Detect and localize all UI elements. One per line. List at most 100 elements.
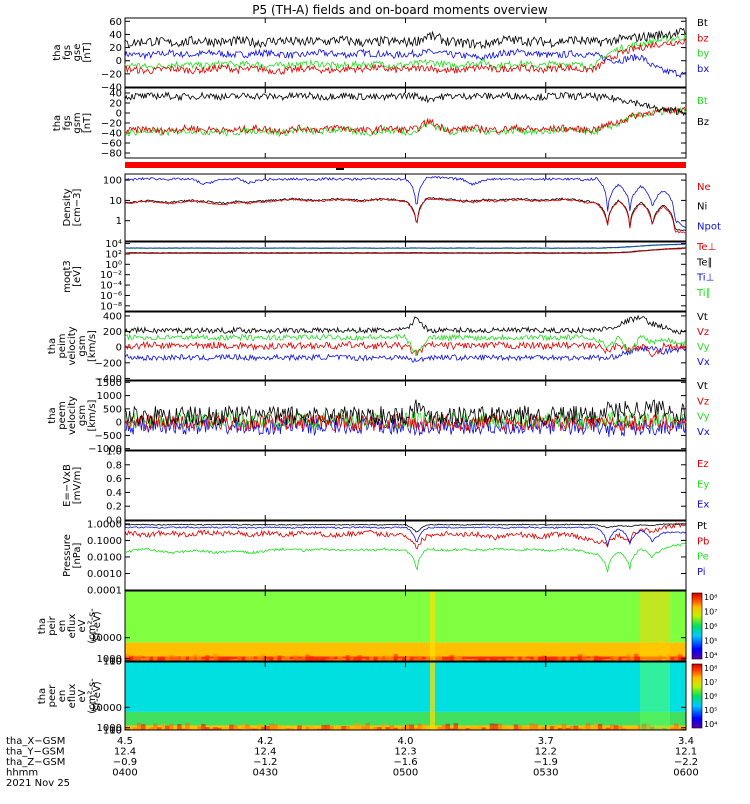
spectrogram-streak <box>462 659 467 661</box>
y-tick-label: 0.0001 <box>87 586 122 597</box>
spectrogram-streak <box>225 657 230 661</box>
colorbar-tick-label: 10⁷ <box>704 678 717 687</box>
spectrogram-streak <box>273 654 278 661</box>
spectrogram-band <box>125 642 686 656</box>
spectrogram-streak <box>406 657 411 661</box>
spectrogram-streak <box>329 726 334 730</box>
spectrogram-streak <box>169 655 174 661</box>
spectrogram-streak <box>570 657 575 661</box>
spectrogram-streak <box>177 657 182 661</box>
spectrogram-streak <box>337 656 342 661</box>
spectrogram-streak <box>245 725 250 730</box>
spectrogram-streak <box>189 656 194 661</box>
y-tick-label: 0.0010 <box>87 569 122 580</box>
spectrogram-streak <box>285 728 290 730</box>
y-axis-label: [cm−3] <box>72 189 83 227</box>
x-axis-value: −1.9 <box>534 757 558 768</box>
series-line-green <box>125 544 686 572</box>
spectrogram-streak <box>590 657 595 661</box>
y-tick-label: 60 <box>109 17 122 28</box>
spectrogram-streak <box>317 659 322 660</box>
spectrogram-streak <box>498 724 503 730</box>
y-tick-label: 100 <box>103 176 122 187</box>
spectrogram-streak <box>357 655 362 661</box>
spectrogram-streak <box>626 654 631 660</box>
spectrogram-streak <box>325 725 330 730</box>
spectrogram-streak <box>538 727 543 730</box>
spectrogram-streak <box>538 657 543 661</box>
spectrogram-streak <box>241 657 246 661</box>
spectrogram-streak <box>678 654 683 660</box>
colorbar-tick-label: 10⁶ <box>704 622 717 631</box>
spectrogram-streak <box>614 725 619 729</box>
spectrogram-streak <box>582 726 587 730</box>
spectrogram-streak <box>442 725 447 730</box>
legend-pb: Pb <box>697 536 709 547</box>
status-marker <box>336 168 344 170</box>
legend-vy: Vy <box>697 342 710 353</box>
colorbar <box>692 593 702 659</box>
spectrogram-streak <box>670 727 675 729</box>
x-axis-value: 3.4 <box>678 736 694 747</box>
spectrogram-streak <box>297 658 302 661</box>
legend-ti∥: Ti∥ <box>696 288 711 299</box>
spectrogram-streak <box>470 726 475 730</box>
spectrogram-streak <box>305 655 310 661</box>
x-axis-value: 0530 <box>533 768 558 779</box>
x-axis-row-label: hhmm <box>6 768 38 779</box>
spectrogram-event <box>430 591 435 661</box>
spectrogram-streak <box>213 727 218 730</box>
spectrogram-streak <box>245 656 250 661</box>
spectrogram-streak <box>125 654 130 661</box>
legend-ni: Ni <box>697 202 707 213</box>
spectrogram-streak <box>253 658 258 660</box>
colorbar-tick-label: 10⁸ <box>704 593 717 602</box>
x-axis-value: 0400 <box>112 768 137 779</box>
spectrogram-streak <box>277 655 282 660</box>
y-tick-label: 1.0 <box>106 447 122 458</box>
spectrogram-streak <box>534 655 539 661</box>
spectrogram-band <box>125 712 686 726</box>
y-axis-label: [km/s] <box>87 399 98 431</box>
spectrogram-streak <box>506 658 511 661</box>
spectrogram-streak <box>558 657 563 661</box>
x-axis-value: 4.2 <box>257 736 273 747</box>
x-axis-value: 12.2 <box>535 747 557 758</box>
spectrogram-streak <box>133 656 138 661</box>
series-line-red <box>125 342 686 357</box>
spectrogram-streak <box>630 654 635 661</box>
spectrogram-streak <box>510 658 515 660</box>
spectrogram-streak <box>518 726 523 730</box>
spectrogram-streak <box>381 656 386 661</box>
spectrogram-streak <box>406 724 411 729</box>
spectrogram-streak <box>438 727 443 730</box>
spectrogram-streak <box>570 726 575 730</box>
spectrogram-streak <box>566 655 571 661</box>
colorbar-tick-label: 10⁶ <box>704 692 717 701</box>
spectrogram-streak <box>514 724 519 729</box>
spectrogram-streak <box>438 655 443 661</box>
spectrogram-streak <box>586 658 591 661</box>
spectrogram-streak <box>414 658 419 661</box>
y-tick-label: 400 <box>103 311 122 322</box>
y-tick-label: 20 <box>109 43 122 54</box>
spectrogram-streak <box>353 723 358 730</box>
y-axis-label: sr-eV) <box>92 681 103 710</box>
spectrogram-streak <box>173 657 178 661</box>
spectrogram-streak <box>297 725 302 730</box>
x-axis-value: −2.2 <box>674 757 698 768</box>
y-tick-label: −200 <box>95 358 122 369</box>
legend-te∥: Te∥ <box>696 257 713 268</box>
y-tick-label: 200 <box>103 327 122 338</box>
legend-vz: Vz <box>697 396 709 407</box>
spectrogram-streak <box>522 725 527 730</box>
spectrogram-streak <box>373 657 378 660</box>
x-axis-value: 0500 <box>393 768 418 779</box>
spectrogram-streak <box>397 658 402 660</box>
spectrogram-streak <box>526 726 531 730</box>
spectrogram-streak <box>494 659 499 661</box>
panel-frame <box>125 18 686 87</box>
x-axis-value: −1.6 <box>393 757 417 768</box>
